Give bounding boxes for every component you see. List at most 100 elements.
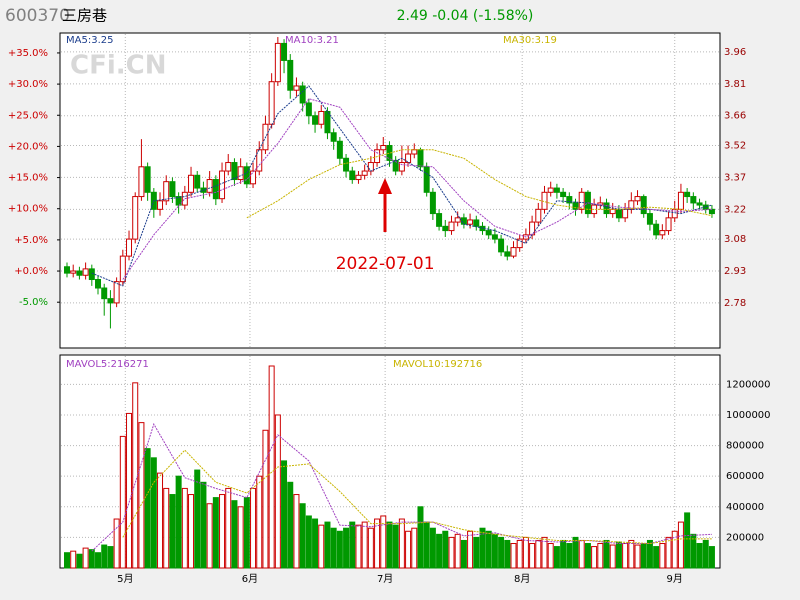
volume-bar bbox=[646, 539, 653, 569]
volume-bar bbox=[572, 536, 579, 569]
candle-body bbox=[417, 149, 424, 168]
volume-bar bbox=[293, 494, 300, 569]
candle-body bbox=[367, 162, 374, 172]
ma-line bbox=[91, 422, 712, 552]
volume-bar bbox=[479, 527, 486, 569]
volume-bar bbox=[169, 494, 176, 569]
volume-bar bbox=[113, 518, 120, 569]
candle-body bbox=[380, 145, 387, 151]
candle-body bbox=[560, 191, 567, 198]
ma-line bbox=[246, 149, 713, 219]
candle-body bbox=[95, 279, 102, 289]
volume-bar bbox=[175, 475, 182, 569]
candle-body bbox=[231, 162, 238, 181]
candle-body bbox=[324, 110, 331, 134]
volume-bar bbox=[659, 543, 666, 569]
ma-line bbox=[122, 98, 712, 280]
candle-body bbox=[696, 202, 703, 206]
right-tick-label: 2.93 bbox=[724, 266, 746, 277]
candle-body bbox=[305, 102, 312, 117]
volume-bar bbox=[690, 533, 697, 569]
volume-bar bbox=[696, 543, 703, 569]
candle-body bbox=[442, 225, 449, 232]
candle-body bbox=[491, 234, 498, 240]
volume-bar bbox=[609, 544, 616, 569]
candle-body bbox=[541, 191, 548, 210]
legend-label: MA5:3.25 bbox=[66, 35, 113, 46]
volume-bar bbox=[671, 530, 678, 569]
candle-body bbox=[132, 196, 139, 240]
volume-bar bbox=[70, 550, 77, 569]
volume-bar bbox=[144, 448, 151, 569]
volume-bar bbox=[634, 544, 641, 569]
candle-body bbox=[175, 196, 182, 206]
right-tick-label: 800000 bbox=[726, 441, 764, 452]
volume-bar bbox=[460, 539, 467, 569]
candle-body bbox=[609, 208, 616, 215]
volume-bar bbox=[504, 539, 511, 569]
candle-body bbox=[157, 200, 164, 210]
candle-body bbox=[510, 247, 517, 257]
legend-label: MA10:3.21 bbox=[285, 35, 339, 46]
volume-bar bbox=[188, 494, 195, 569]
candle-body bbox=[634, 196, 641, 202]
x-tick-label: 6月 bbox=[242, 573, 258, 585]
candle-body bbox=[349, 170, 356, 181]
left-tick-label: +5.0% bbox=[14, 235, 48, 246]
candle-body bbox=[429, 191, 436, 215]
volume-bar bbox=[256, 475, 263, 569]
volume-bar bbox=[597, 543, 604, 569]
volume-bar bbox=[553, 546, 560, 569]
right-tick-label: 3.81 bbox=[724, 79, 746, 90]
candle-body bbox=[411, 149, 418, 155]
quote: 2.49 -0.04 (-1.58%) bbox=[397, 8, 534, 24]
candle-body bbox=[659, 230, 666, 236]
volume-bar bbox=[560, 539, 567, 569]
volume-bar bbox=[299, 503, 306, 569]
volume-bar bbox=[82, 547, 89, 569]
volume-bar bbox=[250, 487, 257, 569]
candle-body bbox=[225, 162, 232, 172]
stock-name: 三房巷 bbox=[62, 7, 107, 25]
volume-bar bbox=[349, 521, 356, 569]
volume-bar bbox=[615, 541, 622, 569]
candle-body bbox=[256, 149, 263, 172]
ma-line bbox=[91, 85, 713, 287]
volume-bar bbox=[219, 494, 226, 569]
candle-body bbox=[646, 213, 653, 225]
candle-body bbox=[615, 208, 622, 219]
candle-body bbox=[194, 174, 201, 189]
volume-bar bbox=[274, 414, 281, 569]
candle-body bbox=[553, 187, 560, 193]
volume-bar bbox=[318, 524, 325, 569]
volume-bar bbox=[498, 536, 505, 569]
candle-body bbox=[467, 219, 474, 225]
volume-bar bbox=[281, 460, 288, 569]
volume-bar bbox=[312, 518, 319, 569]
volume-bar bbox=[665, 536, 672, 569]
candle-body bbox=[603, 202, 610, 215]
candle-body bbox=[312, 115, 319, 125]
volume-bar bbox=[237, 506, 244, 569]
candle-body bbox=[355, 174, 362, 181]
volume-bar bbox=[150, 457, 157, 569]
candle-body bbox=[70, 270, 77, 274]
volume-bar bbox=[336, 530, 343, 569]
volume-bar bbox=[287, 481, 294, 569]
candle-body bbox=[640, 196, 647, 215]
arrow-head bbox=[378, 178, 392, 194]
candle-body bbox=[708, 208, 715, 215]
candle-body bbox=[578, 191, 585, 210]
volume-bar bbox=[163, 487, 170, 569]
volume-bar bbox=[212, 497, 219, 569]
candle-body bbox=[107, 298, 114, 304]
volume-bar bbox=[454, 533, 461, 569]
candle-body bbox=[126, 238, 133, 257]
volume-bar bbox=[510, 543, 517, 569]
right-tick-label: 2.78 bbox=[724, 298, 746, 309]
candle-body bbox=[318, 110, 325, 125]
volume-bar bbox=[516, 539, 523, 569]
volume-bar bbox=[628, 539, 635, 569]
candle-body bbox=[113, 281, 120, 304]
candle-body bbox=[219, 170, 226, 200]
